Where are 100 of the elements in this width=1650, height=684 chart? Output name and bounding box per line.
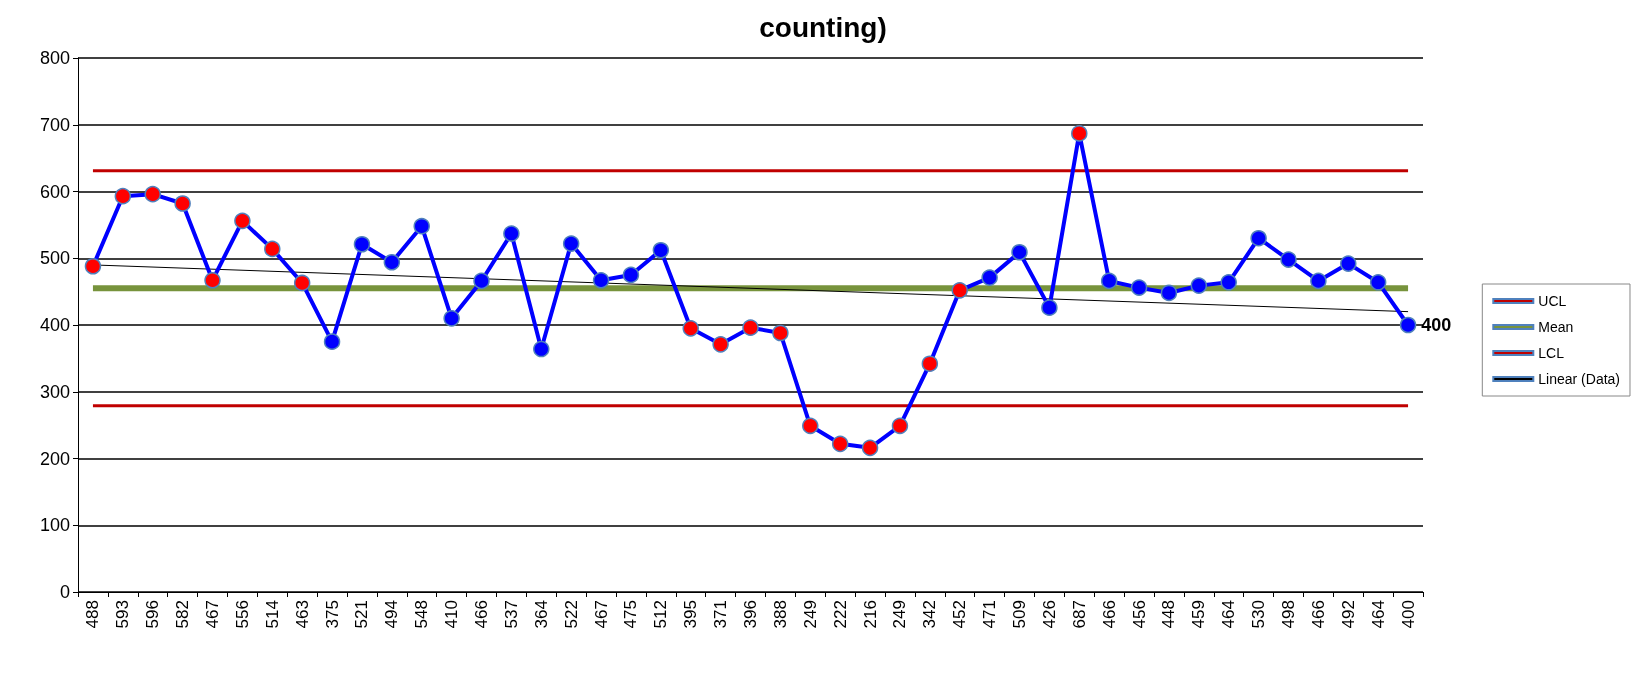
point bbox=[951, 282, 968, 299]
point bbox=[1100, 272, 1118, 290]
x-tick-label: 448 bbox=[1159, 600, 1179, 629]
y-tick-label: 600 bbox=[39, 181, 70, 202]
x-tick-label: 342 bbox=[920, 600, 940, 629]
point bbox=[1250, 229, 1267, 247]
point bbox=[234, 212, 251, 230]
x-tick-label: 456 bbox=[1129, 600, 1149, 629]
point bbox=[772, 324, 789, 342]
legend-label: Linear (Data) bbox=[1538, 371, 1620, 387]
x-tick-label: 464 bbox=[1219, 600, 1239, 629]
point bbox=[323, 333, 341, 350]
point bbox=[1340, 255, 1357, 272]
x-tick-label: 512 bbox=[651, 600, 671, 629]
x-tick-label: 488 bbox=[83, 600, 103, 629]
x-tick-label: 596 bbox=[143, 600, 163, 629]
x-tick-label: 593 bbox=[113, 600, 133, 629]
x-tick-label: 410 bbox=[442, 600, 462, 629]
point bbox=[802, 417, 819, 435]
x-tick-label: 467 bbox=[203, 600, 222, 629]
y-tick-label: 500 bbox=[39, 248, 70, 269]
point bbox=[353, 235, 371, 253]
x-tick-label: 463 bbox=[292, 600, 312, 629]
point bbox=[1310, 272, 1327, 290]
point bbox=[264, 240, 281, 258]
point bbox=[1220, 274, 1237, 291]
point bbox=[293, 274, 311, 292]
point bbox=[831, 435, 849, 453]
x-tick-label: 426 bbox=[1039, 600, 1059, 629]
point bbox=[383, 254, 401, 271]
point bbox=[562, 235, 580, 252]
x-tick-label: 459 bbox=[1189, 600, 1209, 629]
x-tick-label: 548 bbox=[412, 600, 432, 629]
x-tick-label: 471 bbox=[980, 600, 1000, 629]
x-tick-label: 556 bbox=[232, 600, 252, 629]
point bbox=[413, 217, 430, 235]
y-tick-label: 400 bbox=[39, 315, 70, 335]
x-tick-label: 466 bbox=[472, 600, 491, 629]
legend-label: UCL bbox=[1538, 293, 1567, 309]
point bbox=[174, 195, 191, 212]
x-tick-label: 464 bbox=[1368, 600, 1388, 629]
point bbox=[204, 272, 221, 289]
point bbox=[1041, 299, 1058, 316]
x-tick-label: 396 bbox=[741, 600, 760, 629]
x-tick-label: 494 bbox=[382, 600, 402, 629]
x-tick-label: 400 bbox=[1398, 600, 1418, 629]
point bbox=[712, 336, 729, 353]
x-tick-label: 522 bbox=[561, 600, 581, 629]
x-tick-label: 514 bbox=[262, 600, 282, 629]
x-tick-label: 521 bbox=[352, 600, 372, 629]
point bbox=[144, 185, 161, 203]
x-tick-label: 466 bbox=[1099, 600, 1119, 629]
x-tick-label: 687 bbox=[1069, 600, 1089, 629]
legend-label: Mean bbox=[1538, 319, 1574, 335]
x-tick-label: 371 bbox=[711, 600, 731, 629]
point bbox=[652, 241, 670, 259]
point bbox=[1011, 244, 1028, 261]
x-tick-label: 582 bbox=[173, 600, 193, 629]
x-tick-label: 509 bbox=[1010, 600, 1029, 629]
x-tick-label: 222 bbox=[830, 600, 850, 629]
point bbox=[1130, 279, 1148, 296]
point bbox=[443, 310, 460, 327]
point bbox=[1071, 125, 1088, 142]
x-tick-label: 395 bbox=[681, 600, 701, 629]
legend-label: LCL bbox=[1538, 345, 1565, 361]
y-tick-label: 0 bbox=[59, 582, 70, 602]
point bbox=[503, 225, 520, 242]
x-tick-label: 364 bbox=[531, 600, 551, 629]
x-tick-label: 249 bbox=[800, 600, 820, 629]
x-tick-label: 537 bbox=[501, 600, 521, 629]
x-tick-label: 216 bbox=[860, 600, 880, 629]
x-tick-label: 467 bbox=[591, 600, 611, 629]
point bbox=[1160, 284, 1178, 302]
point bbox=[891, 417, 909, 435]
point bbox=[742, 319, 759, 336]
x-tick-label: 249 bbox=[890, 600, 910, 629]
x-tick-label: 492 bbox=[1338, 600, 1358, 629]
point bbox=[1369, 274, 1387, 291]
y-tick-label: 300 bbox=[39, 381, 70, 402]
x-tick-label: 530 bbox=[1249, 600, 1269, 629]
point bbox=[1399, 316, 1417, 334]
point bbox=[921, 355, 939, 372]
y-tick-label: 700 bbox=[39, 114, 70, 135]
x-tick-label: 498 bbox=[1279, 600, 1298, 629]
point bbox=[533, 340, 550, 358]
point bbox=[861, 439, 879, 457]
point bbox=[622, 266, 640, 284]
point bbox=[473, 272, 490, 290]
y-tick-label: 800 bbox=[39, 48, 70, 68]
x-tick-label: 388 bbox=[770, 600, 790, 629]
x-tick-label: 452 bbox=[950, 600, 970, 629]
x-tick-label: 475 bbox=[621, 600, 641, 629]
y-tick-label: 100 bbox=[39, 515, 70, 536]
x-tick-label: 375 bbox=[322, 600, 342, 629]
point bbox=[981, 269, 998, 286]
data-label: 400 bbox=[1421, 315, 1452, 335]
point bbox=[1280, 251, 1297, 268]
point bbox=[682, 320, 699, 337]
chart-title: counting) bbox=[759, 11, 887, 43]
point bbox=[592, 272, 610, 289]
